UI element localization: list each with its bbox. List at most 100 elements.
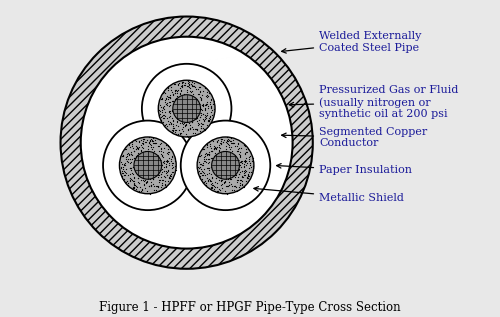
- Point: [206, 115, 214, 120]
- Point: [162, 102, 170, 107]
- Point: [168, 128, 176, 133]
- Point: [248, 156, 256, 161]
- Point: [193, 127, 201, 133]
- Point: [225, 145, 233, 150]
- Point: [202, 103, 209, 108]
- Point: [234, 141, 242, 146]
- Point: [152, 137, 160, 142]
- Point: [209, 182, 217, 187]
- Point: [200, 121, 207, 126]
- Point: [166, 93, 174, 98]
- Point: [210, 111, 218, 116]
- Point: [171, 90, 179, 95]
- Point: [192, 118, 200, 123]
- Point: [196, 114, 204, 120]
- Point: [156, 97, 164, 102]
- Point: [200, 125, 207, 130]
- Point: [178, 122, 186, 127]
- Point: [168, 170, 175, 175]
- Point: [127, 176, 135, 181]
- Point: [161, 98, 169, 103]
- Point: [147, 183, 155, 188]
- Point: [196, 154, 204, 159]
- Point: [160, 165, 168, 170]
- Point: [162, 90, 170, 95]
- Point: [138, 140, 146, 146]
- Point: [200, 114, 208, 119]
- Point: [204, 165, 212, 170]
- Point: [139, 137, 147, 142]
- Point: [205, 119, 213, 124]
- Point: [164, 151, 172, 156]
- Point: [160, 178, 168, 183]
- Point: [130, 181, 138, 186]
- Point: [126, 141, 134, 146]
- Point: [126, 175, 134, 180]
- Point: [144, 190, 152, 195]
- Point: [160, 173, 168, 178]
- Point: [202, 126, 209, 132]
- Point: [232, 184, 240, 189]
- Point: [236, 178, 244, 183]
- Point: [204, 178, 212, 183]
- Point: [203, 112, 211, 117]
- Point: [200, 126, 207, 131]
- Point: [132, 147, 140, 152]
- Point: [160, 168, 168, 173]
- Point: [224, 139, 232, 144]
- Point: [202, 107, 209, 113]
- Point: [164, 156, 172, 161]
- Point: [145, 184, 153, 189]
- Point: [200, 179, 208, 184]
- Point: [169, 125, 177, 130]
- Point: [197, 124, 205, 129]
- Point: [121, 160, 129, 165]
- Point: [187, 82, 195, 87]
- Point: [211, 179, 219, 184]
- Point: [169, 127, 177, 133]
- Point: [170, 99, 177, 104]
- Point: [168, 121, 175, 126]
- Point: [166, 160, 173, 165]
- Point: [201, 85, 209, 90]
- Point: [191, 127, 199, 132]
- Point: [135, 152, 143, 157]
- Point: [197, 95, 205, 100]
- Point: [165, 121, 173, 126]
- Point: [129, 184, 137, 190]
- Point: [206, 144, 214, 149]
- Point: [160, 182, 168, 187]
- Point: [170, 125, 178, 130]
- Point: [198, 163, 206, 168]
- Point: [133, 153, 141, 158]
- Point: [168, 155, 175, 160]
- Point: [184, 133, 192, 138]
- Point: [207, 104, 215, 109]
- Point: [133, 145, 141, 150]
- Point: [176, 130, 184, 135]
- Point: [123, 152, 131, 157]
- Point: [184, 78, 192, 83]
- Point: [134, 146, 142, 151]
- Point: [212, 146, 220, 151]
- Point: [119, 170, 127, 175]
- Point: [158, 154, 166, 159]
- Point: [172, 97, 180, 102]
- Point: [147, 183, 155, 188]
- Point: [169, 118, 177, 123]
- Point: [172, 168, 179, 173]
- Point: [240, 164, 248, 169]
- Point: [166, 94, 173, 100]
- Point: [196, 154, 203, 159]
- Point: [210, 99, 218, 104]
- Point: [179, 80, 187, 85]
- Point: [234, 178, 241, 183]
- Point: [241, 142, 249, 147]
- Point: [190, 84, 198, 89]
- Point: [218, 149, 226, 154]
- Point: [166, 104, 173, 109]
- Point: [161, 100, 169, 105]
- Point: [164, 109, 172, 114]
- Point: [160, 159, 168, 164]
- Point: [171, 90, 179, 95]
